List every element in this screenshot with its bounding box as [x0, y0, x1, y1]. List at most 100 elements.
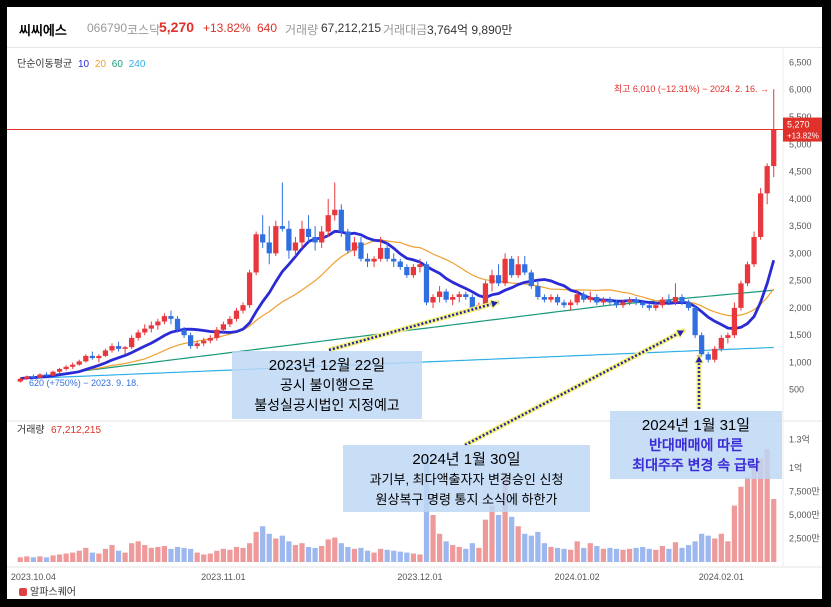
stock-market: 코스닥 [127, 23, 161, 37]
volume-bar [129, 543, 135, 562]
candle-body [332, 209, 338, 216]
candle-body [581, 294, 587, 300]
candle-body [56, 369, 63, 372]
volume-bar [764, 449, 770, 562]
volume-bar [312, 547, 318, 562]
candle-body [201, 340, 207, 344]
price-tick-label: 2,000 [789, 303, 812, 313]
chart-frame: 씨씨에스 066790 코스닥 5,270 +13.82% 640 거래량 67… [5, 5, 824, 601]
volume-bar [404, 552, 410, 562]
candle-body [70, 364, 76, 367]
candle-body [561, 302, 567, 306]
candle-body [358, 242, 364, 259]
volume-bar [37, 556, 43, 562]
candle-body [666, 299, 672, 303]
candle-body [620, 302, 626, 306]
price-tick-label: 500 [789, 385, 804, 395]
volume-bar [63, 553, 69, 562]
stock-name: 씨씨에스 [19, 23, 67, 38]
volume-bar [220, 548, 226, 562]
candle-body [522, 264, 528, 273]
volume-bar [554, 547, 561, 562]
brand-logo-icon [19, 588, 27, 596]
candle-body [17, 378, 23, 382]
candle-body [712, 348, 718, 360]
candle-body [115, 346, 122, 349]
candle-body [502, 258, 508, 284]
candle-body [253, 234, 259, 273]
price-tick-label: 2,500 [789, 276, 812, 286]
volume-bar [83, 547, 89, 562]
candle-body [718, 337, 724, 349]
candle-body [725, 335, 731, 338]
candle-body [391, 258, 397, 262]
candle-body [299, 228, 305, 243]
candle-body [233, 310, 240, 319]
brand-name: 알파스퀘어 [30, 587, 76, 598]
volume-tick-label: 7,500만 [789, 486, 820, 496]
volume-bar [351, 548, 358, 562]
ma-60-label: 60 [111, 59, 123, 70]
volume-bar [436, 533, 443, 562]
callout-arrow-3-head [693, 353, 705, 364]
volume-bar [620, 549, 626, 562]
ma-20-line [20, 239, 775, 380]
volume-bar [397, 551, 403, 562]
volume-bar [89, 552, 95, 562]
candle-body [325, 215, 331, 232]
candle-body [24, 376, 30, 379]
candle-body [509, 258, 515, 276]
volume-bar [581, 547, 587, 562]
volume-bar [450, 545, 456, 562]
candle-body [600, 299, 606, 303]
volume-bar [613, 548, 620, 562]
callout-text-line: 공시 불이행으로 [280, 377, 374, 393]
price-tick-label: 5,500 [789, 112, 812, 122]
volume-bar [417, 554, 423, 562]
volume-bar [522, 533, 528, 562]
candle-body [286, 228, 292, 251]
volume-bar [626, 548, 633, 562]
candle-body [640, 302, 646, 306]
volume-bar [364, 550, 371, 562]
candle-body [594, 297, 600, 303]
volume-bar [502, 472, 508, 562]
candle-body [102, 350, 109, 356]
callout-arrow-2 [464, 328, 686, 447]
candle-body [292, 242, 299, 251]
candle-body [279, 226, 285, 229]
candle-body [751, 237, 757, 265]
candle-body [37, 374, 43, 378]
volume-bar [286, 541, 292, 562]
volume-bar [568, 549, 574, 562]
candle-body [122, 347, 128, 349]
ma-legend: 단순이동평균 10 20 60 240 [17, 55, 148, 70]
volume-bar [600, 548, 606, 562]
volume-bar [744, 477, 751, 562]
candle-body [443, 291, 449, 300]
candle-body [142, 328, 148, 333]
candle-body [312, 237, 318, 243]
date-tick-label: 2023.10.04 [11, 572, 56, 582]
candle-body [423, 264, 430, 303]
candle-body [659, 299, 665, 306]
candle-body [384, 247, 390, 259]
candle-body [129, 337, 135, 348]
candle-body [63, 366, 69, 369]
current-price-tag-value: 5,270 [787, 120, 810, 130]
candle-body [646, 305, 652, 308]
volume-bar [410, 553, 416, 562]
price-tick-label: 1,000 [789, 357, 812, 367]
volume-bar [253, 531, 259, 562]
candle-body [96, 355, 102, 359]
volume-tick-label: 1.3억 [789, 434, 810, 445]
volume-bar [240, 547, 246, 562]
candle-body [450, 297, 456, 300]
candle-body [227, 318, 233, 325]
price-tick-label: 5,000 [789, 139, 812, 149]
high-annotation: 최고 6,010 (−12.31%) − 2024. 2. 16. → [614, 84, 769, 94]
volume-bar [148, 547, 154, 562]
volume-bar [476, 547, 482, 562]
volume-bar [155, 546, 161, 562]
volume-bar [338, 543, 344, 562]
